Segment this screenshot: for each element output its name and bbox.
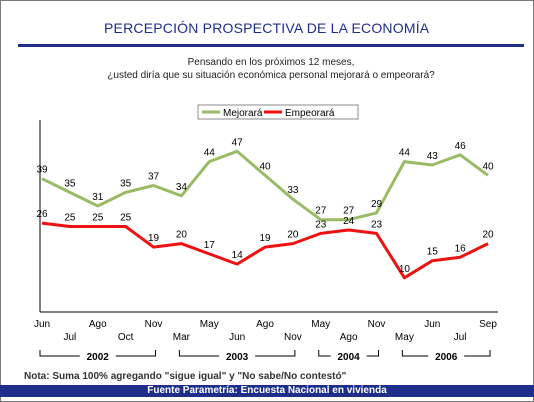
data-label: 40 bbox=[482, 161, 494, 172]
x-tick-label: May bbox=[311, 319, 330, 330]
data-label: 40 bbox=[259, 161, 271, 172]
data-label: 44 bbox=[399, 148, 411, 159]
data-label: 17 bbox=[204, 240, 216, 251]
legend-label-mejorara: Mejorará bbox=[223, 108, 263, 119]
data-label: 25 bbox=[120, 213, 132, 224]
x-tick-label: Jun bbox=[424, 319, 440, 330]
data-label: 25 bbox=[92, 213, 104, 224]
year-label-bg bbox=[428, 351, 465, 361]
data-label: 46 bbox=[455, 141, 467, 152]
data-label: 39 bbox=[36, 165, 48, 176]
data-label: 26 bbox=[36, 209, 48, 220]
data-label: 35 bbox=[120, 178, 132, 189]
series-line-empeorara bbox=[41, 221, 489, 280]
legend: Mejorará Empeorará bbox=[197, 104, 359, 120]
x-tick-label: Jun bbox=[229, 332, 245, 343]
data-label: 33 bbox=[287, 185, 299, 196]
data-label: 35 bbox=[64, 178, 76, 189]
title-underline bbox=[18, 44, 524, 47]
data-label: 47 bbox=[232, 137, 244, 148]
data-label: 27 bbox=[315, 206, 327, 217]
data-label: 10 bbox=[399, 264, 411, 275]
data-label: 15 bbox=[427, 247, 439, 258]
x-tick-label: Oct bbox=[118, 332, 134, 343]
data-label: 29 bbox=[371, 199, 383, 210]
x-tick-label: Nov bbox=[284, 332, 302, 343]
x-tick-label: Jun bbox=[34, 319, 50, 330]
data-label: 14 bbox=[232, 250, 244, 261]
year-label-bg bbox=[79, 351, 116, 361]
data-label: 20 bbox=[176, 230, 188, 241]
question-line-2: ¿usted diría que su situación económica … bbox=[107, 70, 435, 81]
data-label: 19 bbox=[259, 233, 271, 244]
data-label: 34 bbox=[176, 182, 188, 193]
legend-label-empeorara: Empeorará bbox=[285, 108, 335, 119]
data-label: 37 bbox=[148, 172, 160, 183]
data-label: 20 bbox=[287, 230, 299, 241]
year-label-bg bbox=[219, 351, 256, 361]
year-label: 2006 bbox=[435, 352, 458, 363]
data-label: 23 bbox=[315, 219, 327, 230]
chart-title: PERCEPCIÓN PROSPECTIVA DE LA ECONOMÍA bbox=[104, 20, 430, 36]
data-label: 16 bbox=[455, 243, 467, 254]
x-tick-label: Nov bbox=[368, 319, 386, 330]
x-tick-label: Jul bbox=[454, 332, 467, 343]
year-label-bg bbox=[330, 351, 367, 361]
x-tick-label: Nov bbox=[145, 319, 163, 330]
x-tick-label: May bbox=[200, 319, 219, 330]
x-tick-label: Ago bbox=[256, 319, 274, 330]
data-label: 24 bbox=[343, 216, 355, 227]
source-bar: Fuente Parametría: Encuesta Nacional en … bbox=[0, 385, 534, 397]
question-line-1: Pensando en los próximos 12 meses, bbox=[187, 57, 355, 68]
data-label: 25 bbox=[64, 213, 76, 224]
data-label: 20 bbox=[482, 230, 494, 241]
series-line-mejorara bbox=[41, 149, 489, 222]
data-label: 19 bbox=[148, 233, 160, 244]
data-label: 23 bbox=[371, 219, 383, 230]
data-label: 27 bbox=[343, 206, 355, 217]
x-tick-label: Ago bbox=[89, 319, 107, 330]
x-tick-label: Sep bbox=[479, 319, 497, 330]
year-label: 2004 bbox=[338, 352, 361, 363]
data-label: 43 bbox=[427, 151, 439, 162]
x-tick-label: Ago bbox=[340, 332, 358, 343]
year-label: 2003 bbox=[226, 352, 249, 363]
x-tick-label: Jul bbox=[63, 332, 76, 343]
data-label: 31 bbox=[92, 192, 104, 203]
x-tick-label: Mar bbox=[173, 332, 191, 343]
year-label: 2002 bbox=[87, 352, 110, 363]
data-label: 44 bbox=[204, 148, 216, 159]
footnote: Nota: Suma 100% agregando "sigue igual" … bbox=[24, 371, 347, 382]
x-tick-label: May bbox=[395, 332, 414, 343]
